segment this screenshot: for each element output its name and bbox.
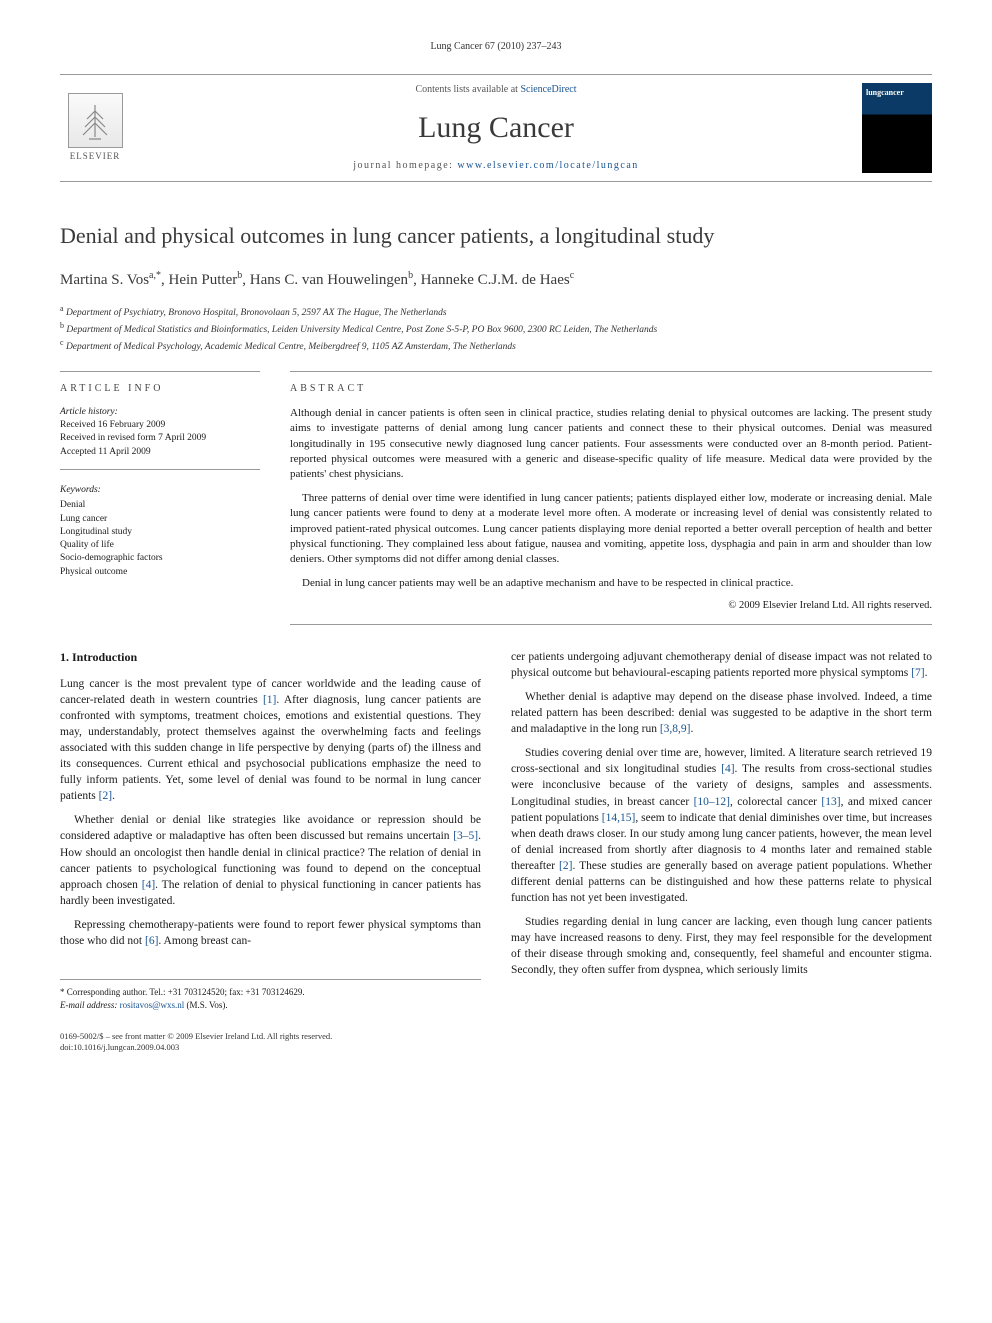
keyword: Socio-demographic factors	[60, 552, 260, 565]
affiliation: c Department of Medical Psychology, Acad…	[60, 337, 932, 354]
homepage-link[interactable]: www.elsevier.com/locate/lungcan	[457, 160, 638, 171]
keywords-label: Keywords:	[60, 484, 260, 497]
article-history: Article history: Received 16 February 20…	[60, 406, 260, 470]
homepage-line: journal homepage: www.elsevier.com/locat…	[353, 159, 639, 173]
body-columns: 1. Introduction Lung cancer is the most …	[60, 649, 932, 1054]
copyright-line: © 2009 Elsevier Ireland Ltd. All rights …	[290, 599, 932, 614]
body-paragraph: Repressing chemotherapy-patients were fo…	[60, 917, 481, 949]
citation-ref[interactable]: [10–12]	[694, 796, 730, 808]
affiliation: a Department of Psychiatry, Bronovo Hosp…	[60, 303, 932, 320]
elsevier-tree-icon	[68, 93, 123, 148]
title-block: Denial and physical outcomes in lung can…	[60, 222, 932, 251]
citation-ref[interactable]: [3,8,9]	[660, 723, 691, 735]
citation-ref[interactable]: [7]	[911, 667, 924, 679]
journal-cover-thumbnail: lungcancer	[862, 83, 932, 173]
affiliations: a Department of Psychiatry, Bronovo Hosp…	[60, 303, 932, 355]
abstract-heading: abstract	[290, 382, 932, 396]
article-title: Denial and physical outcomes in lung can…	[60, 222, 932, 251]
citation-ref[interactable]: [14,15]	[602, 812, 636, 824]
elsevier-logo: ELSEVIER	[60, 91, 130, 166]
corresponding-email-link[interactable]: rositavos@wxs.nl	[120, 1000, 185, 1010]
citation-ref[interactable]: [2]	[99, 790, 112, 802]
keyword: Physical outcome	[60, 566, 260, 579]
cover-label: lungcancer	[866, 87, 928, 98]
keyword: Lung cancer	[60, 513, 260, 526]
body-paragraph: Whether denial or denial like strategies…	[60, 812, 481, 909]
body-paragraph: Studies regarding denial in lung cancer …	[511, 914, 932, 978]
citation-ref[interactable]: [4]	[721, 763, 734, 775]
body-paragraph: Lung cancer is the most prevalent type o…	[60, 676, 481, 805]
abstract-paragraph: Denial in lung cancer patients may well …	[290, 576, 932, 591]
author-list: Martina S. Vosa,*, Hein Putterb, Hans C.…	[60, 269, 932, 291]
body-paragraph: Studies covering denial over time are, h…	[511, 745, 932, 906]
citation-ref[interactable]: [13]	[821, 796, 840, 808]
journal-header: ELSEVIER Contents lists available at Sci…	[60, 74, 932, 182]
journal-center: Contents lists available at ScienceDirec…	[130, 83, 862, 173]
abstract-paragraph: Although denial in cancer patients is of…	[290, 406, 932, 483]
issn-line: 0169-5002/$ – see front matter © 2009 El…	[60, 1031, 481, 1042]
body-paragraph: Whether denial is adaptive may depend on…	[511, 689, 932, 737]
contents-prefix: Contents lists available at	[415, 84, 520, 95]
citation-ref[interactable]: [4]	[142, 879, 155, 891]
citation-ref[interactable]: [6]	[145, 935, 158, 947]
keyword: Quality of life	[60, 539, 260, 552]
citation-ref[interactable]: [3–5]	[453, 830, 478, 842]
section-heading: 1. Introduction	[60, 649, 481, 666]
body-paragraph: cer patients undergoing adjuvant chemoth…	[511, 649, 932, 681]
right-column: cer patients undergoing adjuvant chemoth…	[511, 649, 932, 1054]
history-line: Accepted 11 April 2009	[60, 446, 260, 459]
keywords-block: Keywords: DenialLung cancerLongitudinal …	[60, 484, 260, 579]
history-label: Article history:	[60, 406, 260, 419]
contents-line: Contents lists available at ScienceDirec…	[415, 83, 576, 97]
homepage-prefix: journal homepage:	[353, 160, 457, 171]
affiliation: b Department of Medical Statistics and B…	[60, 320, 932, 337]
sciencedirect-link[interactable]: ScienceDirect	[520, 84, 576, 95]
page-footer: 0169-5002/$ – see front matter © 2009 El…	[60, 1031, 481, 1053]
corresponding-author-footnote: * Corresponding author. Tel.: +31 703124…	[60, 979, 481, 1011]
info-abstract-row: article info Article history: Received 1…	[60, 371, 932, 625]
article-info-heading: article info	[60, 382, 260, 396]
elsevier-label: ELSEVIER	[70, 150, 121, 163]
corresponding-tel: * Corresponding author. Tel.: +31 703124…	[60, 986, 481, 999]
abstract: abstract Although denial in cancer patie…	[290, 371, 932, 625]
keyword: Denial	[60, 499, 260, 512]
history-line: Received in revised form 7 April 2009	[60, 432, 260, 445]
citation-ref[interactable]: [1]	[263, 694, 276, 706]
journal-name: Lung Cancer	[418, 107, 574, 149]
email-label: E-mail address:	[60, 1000, 117, 1010]
email-suffix: (M.S. Vos).	[186, 1000, 227, 1010]
doi-line: doi:10.1016/j.lungcan.2009.04.003	[60, 1042, 481, 1053]
left-column: 1. Introduction Lung cancer is the most …	[60, 649, 481, 1054]
abstract-paragraph: Three patterns of denial over time were …	[290, 491, 932, 568]
history-line: Received 16 February 2009	[60, 419, 260, 432]
citation-ref[interactable]: [2]	[559, 860, 572, 872]
keyword: Longitudinal study	[60, 526, 260, 539]
article-info: article info Article history: Received 1…	[60, 371, 260, 625]
running-head: Lung Cancer 67 (2010) 237–243	[60, 40, 932, 54]
